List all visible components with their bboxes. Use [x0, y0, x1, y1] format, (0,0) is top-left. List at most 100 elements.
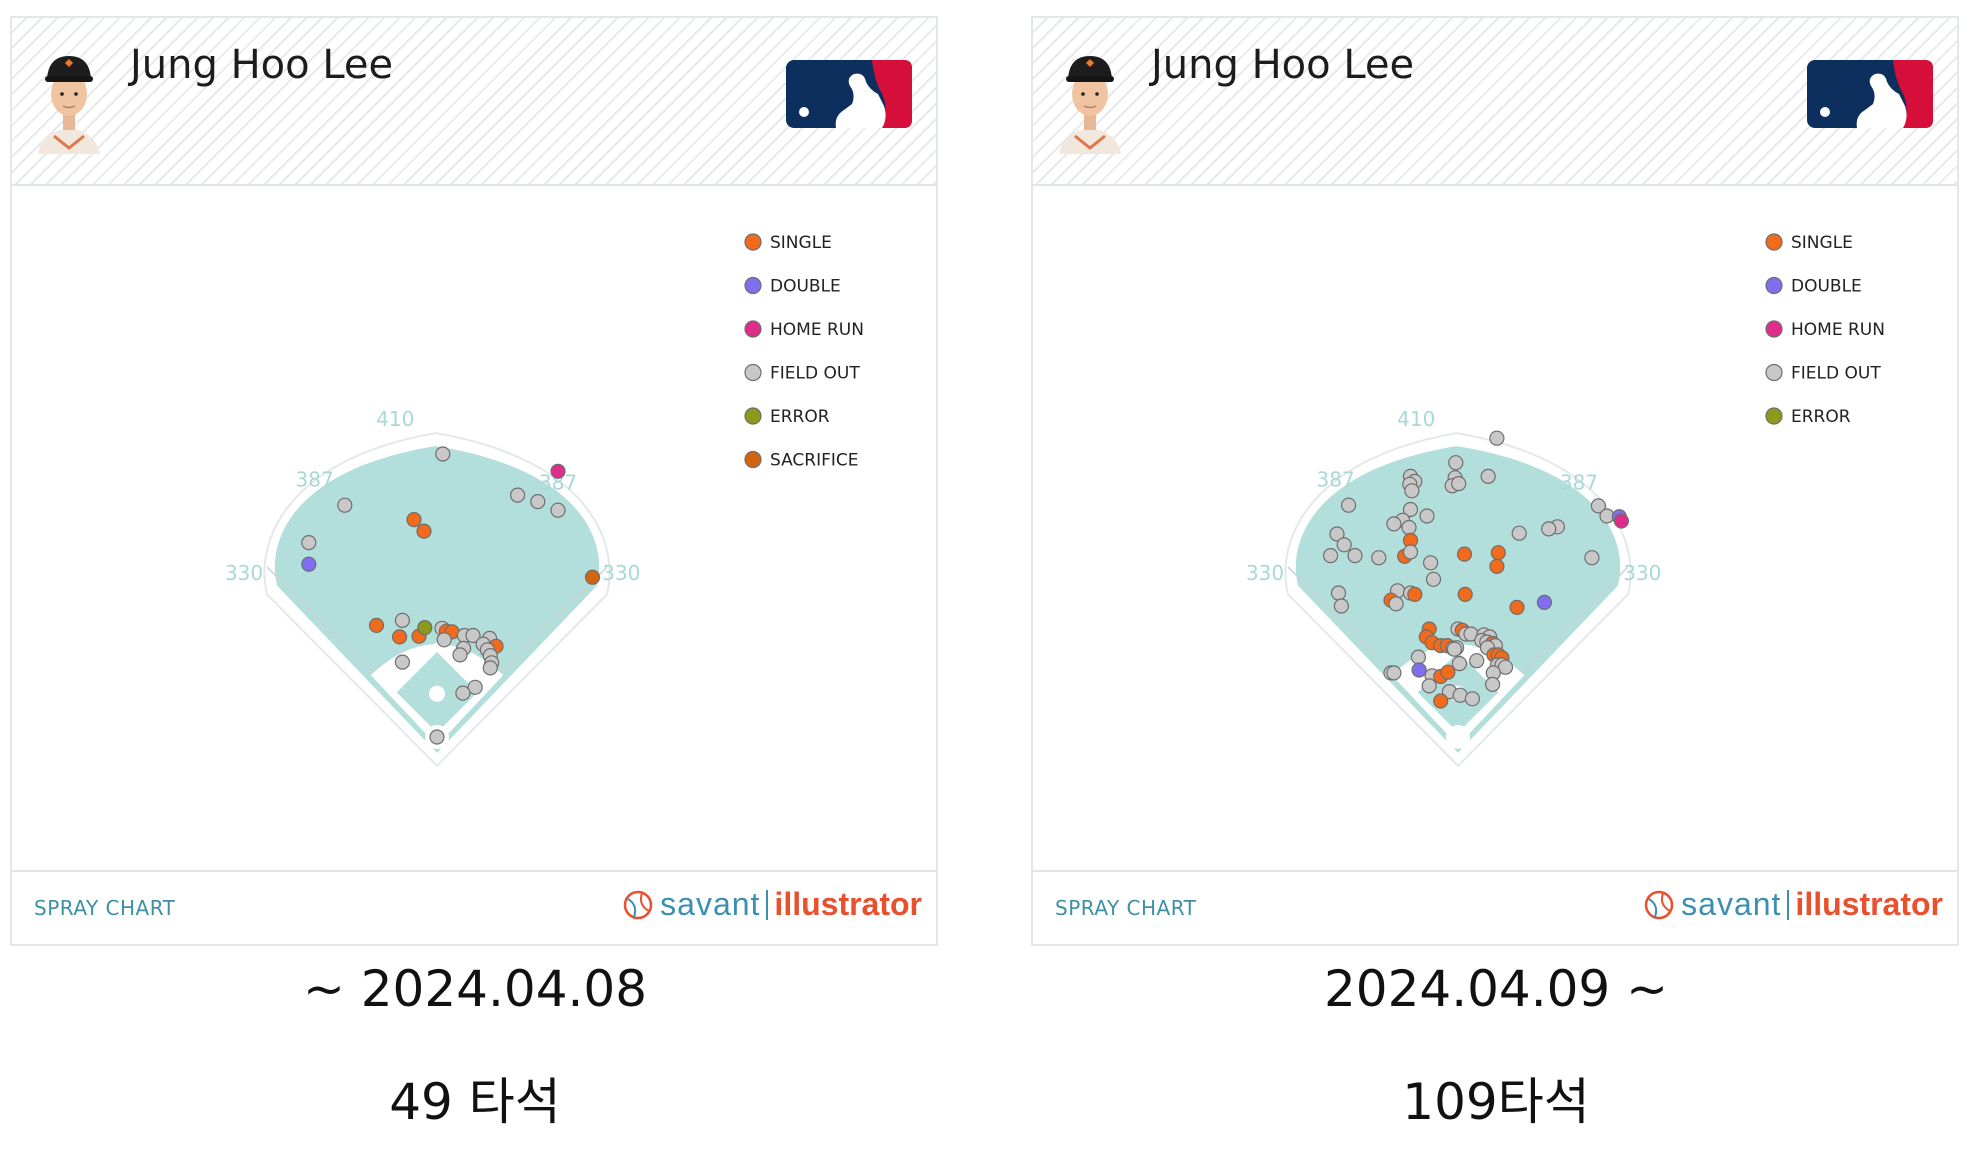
batted-ball-point	[1330, 585, 1347, 601]
legend-swatch	[744, 320, 762, 338]
base	[387, 687, 396, 696]
fence-distance-label: 330	[225, 561, 263, 585]
spray-chart-panel-right: Jung Hoo Lee 330 387 410 387 330 SINGLE DOUBLE…	[1031, 16, 1961, 946]
savant-illustrator-logo: savant illustrator	[622, 886, 922, 923]
fence-distance-label: 387	[296, 467, 334, 491]
brand-savant: savant	[660, 886, 761, 922]
fence-distance-label: 330	[602, 561, 640, 585]
legend-swatch	[744, 450, 762, 469]
batted-ball-point	[1404, 483, 1420, 499]
batted-ball-point	[417, 620, 433, 636]
spray-chart-label: SPRAY CHART	[34, 896, 176, 920]
legend-label: DOUBLE	[1791, 277, 1862, 297]
batted-ball-point	[1333, 598, 1349, 614]
batted-ball-point	[1490, 545, 1506, 561]
home-plate-circle	[1446, 725, 1470, 749]
batted-ball-point	[1386, 516, 1402, 532]
batted-ball-point	[1323, 548, 1339, 564]
batted-ball-point	[1407, 586, 1423, 602]
mlb-logo	[1807, 60, 1933, 128]
batted-ball-point	[435, 446, 451, 462]
batted-ball-point	[1541, 521, 1557, 537]
legend-swatch	[744, 407, 762, 425]
fence-distance-label: 330	[1623, 561, 1661, 585]
spray-chart-label: SPRAY CHART	[1055, 896, 1197, 920]
legend-label: SACRIFICE	[770, 451, 859, 471]
batted-ball-point	[1451, 656, 1467, 672]
batted-ball-point	[301, 535, 317, 551]
fence-distance-label: 410	[376, 407, 414, 431]
batted-ball-point	[1371, 550, 1387, 566]
field-diagram	[263, 432, 611, 768]
legend-label: HOME RUN	[1791, 320, 1885, 340]
fence-distance-label: 330	[1246, 561, 1284, 585]
legend-swatch	[1765, 407, 1783, 425]
batted-balls	[1323, 430, 1630, 709]
batted-ball-point	[1464, 691, 1480, 707]
batted-ball-point	[436, 632, 452, 648]
batted-ball-point	[394, 654, 410, 670]
batted-ball-point	[530, 494, 546, 510]
batted-ball-point	[1457, 586, 1473, 602]
brand-divider	[1787, 889, 1790, 920]
player-name: Jung Hoo Lee	[130, 42, 394, 88]
baseball-icon	[1644, 890, 1674, 919]
batted-ball-point	[1446, 641, 1462, 657]
brand-divider	[766, 889, 769, 920]
baseball-icon	[623, 890, 653, 919]
batted-ball-point	[1509, 599, 1525, 615]
legend-swatch	[1765, 363, 1783, 382]
fence-distance-label: 387	[1317, 467, 1355, 491]
batted-ball-point	[550, 502, 566, 518]
savant-illustrator-logo: savant illustrator	[1643, 886, 1943, 923]
batted-ball-point	[1469, 653, 1485, 669]
legend-label: FIELD OUT	[1791, 364, 1881, 384]
batted-ball-point	[1402, 501, 1419, 518]
batted-ball-point	[1419, 508, 1435, 524]
batted-ball-point	[1425, 571, 1442, 587]
batted-ball-point	[1480, 468, 1496, 484]
card-footer: SPRAY CHART savant illustrator	[1033, 870, 1957, 944]
legend: SINGLE DOUBLE HOME RUN FIELD OUT ERROR	[1765, 233, 1885, 427]
pitchers-mound	[429, 685, 445, 702]
batted-ball-point	[416, 523, 432, 539]
batted-ball-point	[301, 556, 317, 572]
batted-ball-point	[1411, 662, 1427, 678]
caption-count-right: 109타석	[1402, 1073, 1590, 1131]
batted-ball-point	[1536, 594, 1552, 610]
batted-ball-point	[1341, 497, 1357, 513]
batted-ball-point	[1423, 555, 1439, 571]
batted-ball-point	[337, 497, 353, 513]
caption-count-left: 49 타석	[389, 1073, 561, 1131]
batted-ball-point	[1386, 665, 1402, 681]
legend-swatch	[744, 276, 762, 295]
batted-balls	[301, 446, 601, 745]
batted-ball-point	[1497, 659, 1514, 675]
batted-ball-point	[467, 679, 483, 695]
legend: SINGLE DOUBLE HOME RUN FIELD OUT ERROR SACRIF…	[744, 233, 864, 471]
batted-ball-point	[465, 627, 481, 644]
legend-label: ERROR	[770, 407, 830, 427]
batted-ball-point	[368, 617, 385, 633]
batted-ball-point	[584, 569, 601, 585]
outfield-grass	[274, 446, 600, 753]
batted-ball-point	[550, 463, 566, 479]
batted-ball-point	[1511, 525, 1527, 541]
card-footer: SPRAY CHART savant illustrator	[12, 870, 936, 944]
legend-swatch	[1765, 233, 1783, 251]
legend-swatch	[1765, 276, 1783, 295]
batted-ball-point	[1456, 546, 1473, 562]
batted-ball-point	[392, 629, 408, 645]
legend-label: SINGLE	[1791, 233, 1853, 253]
batted-ball-point	[455, 685, 471, 701]
batted-ball-point	[1613, 513, 1630, 529]
legend-swatch	[1765, 320, 1783, 338]
batted-ball-point	[429, 729, 445, 745]
outfield-grass	[1295, 446, 1621, 753]
batted-ball-point	[1485, 676, 1501, 692]
batted-ball-point	[1402, 544, 1419, 560]
batted-ball-point	[1489, 430, 1505, 446]
batted-ball-point	[1401, 519, 1417, 536]
